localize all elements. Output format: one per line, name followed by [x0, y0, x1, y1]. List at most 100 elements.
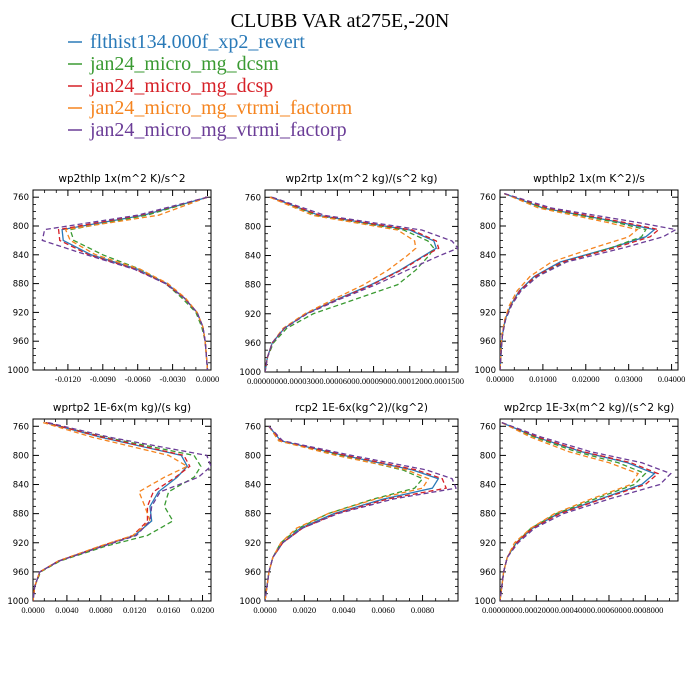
panel-title-5: wp2rcp 1E-3x(m^2 kg)/(s^2 kg): [504, 402, 675, 414]
ytick-label: 760: [245, 193, 261, 203]
ytick-label: 1000: [239, 597, 261, 607]
legend: flthist134.000f_xp2_revertjan24_micro_mg…: [68, 31, 353, 141]
series-group-0: [41, 196, 209, 370]
series-group-3: [33, 422, 211, 601]
xtick-label: 0.0008000: [627, 605, 663, 615]
ytick-label: 760: [245, 422, 261, 432]
xtick-label: 0.0001200: [392, 376, 428, 386]
panel-1: wp2rtp 1x(m^2 kg)/(s^2 kg) 760 800 840 880 92…: [239, 173, 464, 386]
panel-title-1: wp2rtp 1x(m^2 kg)/(s^2 kg): [285, 173, 437, 185]
xtick-label: 0.0060: [371, 605, 394, 615]
series-group-5: [500, 422, 672, 601]
ytick-label: 760: [13, 193, 29, 203]
series-line-jan24_micro_mg_dcsm: [69, 196, 209, 370]
series-line-jan24_micro_mg_vtrmi_factorm: [64, 196, 209, 370]
ytick-label: 840: [245, 481, 261, 491]
xtick-label: -0.0060: [125, 374, 151, 384]
xtick-label: 0.00000: [486, 374, 514, 384]
ytick-label: 840: [480, 481, 496, 491]
ytick-label: 880: [245, 281, 261, 291]
series-line-jan24_micro_mg_vtrmi_factorp: [265, 425, 457, 601]
panel-title-0: wp2thlp 1x(m^2 K)/s^2: [58, 173, 185, 185]
series-line-jan24_micro_mg_dcsp: [500, 422, 660, 601]
ytick-label: 960: [480, 337, 496, 347]
xtick-label: 0.0080: [411, 605, 434, 615]
xtick-label: 0.0020: [293, 605, 316, 615]
xtick-label: 0.0000: [21, 605, 44, 615]
panel-4: rcp2 1E-6x(kg^2)/(kg^2) 760 800 840 880 920 96…: [239, 402, 459, 615]
ytick-label: 920: [13, 308, 29, 318]
ytick-label: 800: [245, 451, 261, 461]
ytick-label: 1000: [7, 597, 29, 607]
ytick-label: 880: [480, 280, 496, 290]
ytick-label: 840: [245, 252, 261, 262]
panel-frame-3: [32, 418, 212, 602]
xtick-label: 0.0040: [55, 605, 78, 615]
legend-entry-3: jan24_micro_mg_vtrmi_factorm: [89, 97, 353, 119]
series-line-flthist134.000f_xp2_revert: [265, 425, 440, 601]
xtick-label: 0.0040: [332, 605, 355, 615]
series-line-jan24_micro_mg_vtrmi_factorm: [33, 422, 189, 601]
panels: wp2thlp 1x(m^2 K)/s^2 760 800 840 880 920 960 1…: [7, 173, 685, 615]
panel-frame-2: [499, 189, 679, 371]
ytick-label: 920: [480, 539, 496, 549]
ytick-label: 1000: [474, 597, 496, 607]
xtick-label: 0.01000: [529, 374, 557, 384]
legend-entry-2: jan24_micro_mg_dcsp: [89, 75, 273, 97]
series-line-jan24_micro_mg_dcsp: [265, 196, 440, 372]
ytick-label: 760: [480, 422, 496, 432]
legend-entry-1: jan24_micro_mg_dcsm: [89, 53, 279, 75]
ytick-label: 920: [245, 310, 261, 320]
xtick-label: -0.0120: [55, 374, 81, 384]
xtick-label: -0.0090: [90, 374, 116, 384]
ytick-label: 800: [245, 222, 261, 232]
panel-3: wprtp2 1E-6x(m kg)/(s kg) 760 800 840 880 920…: [7, 402, 214, 615]
xtick-label: 0.0000300: [283, 376, 319, 386]
xtick-label: 0.0200: [191, 605, 214, 615]
panel-frame-4: [264, 418, 459, 602]
xtick-label: 0.0000: [196, 374, 219, 384]
xtick-label: 0.04000: [658, 374, 686, 384]
xtick-label: 0.0160: [157, 605, 180, 615]
series-line-flthist134.000f_xp2_revert: [61, 196, 209, 370]
panel-frame-1: [264, 189, 459, 373]
series-line-flthist134.000f_xp2_revert: [500, 192, 656, 370]
ytick-label: 880: [13, 510, 29, 520]
figure-title: CLUBB VAR at275E,-20N: [231, 10, 450, 32]
series-line-jan24_micro_mg_vtrmi_factorp: [500, 192, 678, 370]
xtick-label: 0.0002000: [518, 605, 554, 615]
xtick-label: 0.0000000: [247, 376, 283, 386]
series-line-jan24_micro_mg_dcsm: [265, 196, 435, 372]
ytick-label: 800: [480, 451, 496, 461]
panel-title-3: wprtp2 1E-6x(m kg)/(s kg): [53, 402, 191, 414]
ytick-label: 840: [13, 251, 29, 261]
panel-5: wp2rcp 1E-3x(m^2 kg)/(s^2 kg) 760 800 840 88…: [474, 402, 679, 615]
ytick-label: 960: [480, 568, 496, 578]
series-line-jan24_micro_mg_vtrmi_factorp: [265, 196, 458, 372]
ytick-label: 760: [13, 422, 29, 432]
ytick-label: 800: [13, 222, 29, 232]
xtick-label: 0.02000: [572, 374, 600, 384]
ytick-label: 840: [13, 481, 29, 491]
series-line-jan24_micro_mg_vtrmi_factorp: [41, 196, 209, 370]
ytick-label: 920: [480, 308, 496, 318]
xtick-label: 0.0000600: [319, 376, 355, 386]
ytick-label: 880: [13, 280, 29, 290]
xtick-label: 0.0000000: [482, 605, 518, 615]
panel-title-2: wpthlp2 1x(m K^2)/s: [533, 173, 645, 185]
series-line-jan24_micro_mg_vtrmi_factorm: [500, 422, 640, 601]
ytick-label: 760: [480, 193, 496, 203]
series-line-jan24_micro_mg_vtrmi_factorp: [33, 422, 211, 601]
series-line-jan24_micro_mg_dcsp: [265, 425, 448, 601]
ytick-label: 960: [245, 339, 261, 349]
ytick-label: 960: [13, 568, 29, 578]
series-group-4: [265, 425, 457, 601]
ytick-label: 920: [245, 539, 261, 549]
series-line-jan24_micro_mg_vtrmi_factorm: [265, 425, 430, 601]
ytick-label: 880: [245, 510, 261, 520]
legend-entry-0: flthist134.000f_xp2_revert: [90, 31, 305, 53]
panel-title-4: rcp2 1E-6x(kg^2)/(kg^2): [295, 402, 428, 414]
ytick-label: 1000: [474, 366, 496, 376]
series-line-flthist134.000f_xp2_revert: [265, 196, 438, 372]
panel-frame-0: [32, 189, 212, 371]
